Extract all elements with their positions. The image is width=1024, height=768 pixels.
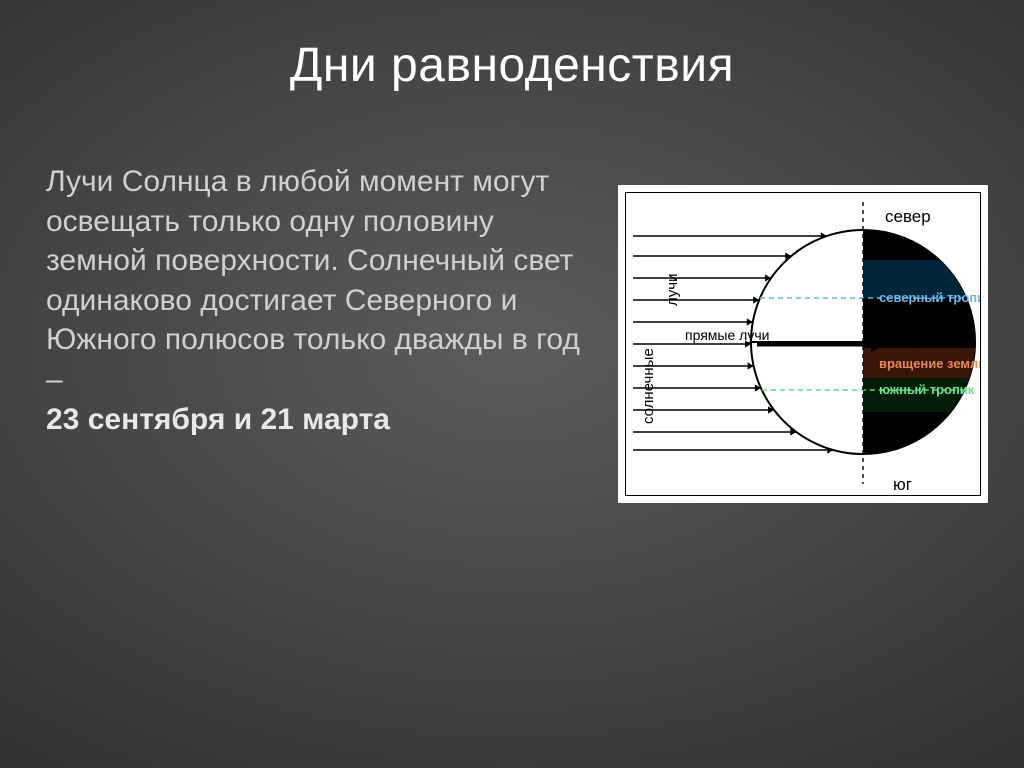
svg-text:южный тропик: южный тропик [879, 382, 975, 397]
svg-text:север: север [885, 207, 931, 226]
svg-text:экватор: экватор [879, 334, 925, 349]
page-title: Дни равноденствия [0, 38, 1024, 93]
body-text-block: Лучи Солнца в любой момент могут освещат… [46, 162, 586, 439]
svg-text:северный тропик: северный тропик [879, 290, 981, 305]
diagram-inner: северный тропик экватор вращение земли южны… [625, 192, 981, 496]
svg-text:прямые лучи: прямые лучи [685, 327, 769, 343]
paragraph-text: Лучи Солнца в любой момент могут освещат… [46, 165, 580, 396]
body-paragraph: Лучи Солнца в любой момент могут освещат… [46, 162, 586, 439]
svg-text:солнечные: солнечные [640, 348, 657, 424]
equinox-diagram-svg: северный тропик экватор вращение земли южны… [625, 192, 981, 496]
equinox-diagram-card: северный тропик экватор вращение земли южны… [618, 185, 988, 503]
dates-line: 23 сентября и 21 марта [46, 403, 390, 436]
svg-text:вращение земли: вращение земли [879, 356, 981, 371]
svg-text:лучи: лучи [664, 274, 681, 306]
svg-text:юг: юг [893, 475, 912, 494]
